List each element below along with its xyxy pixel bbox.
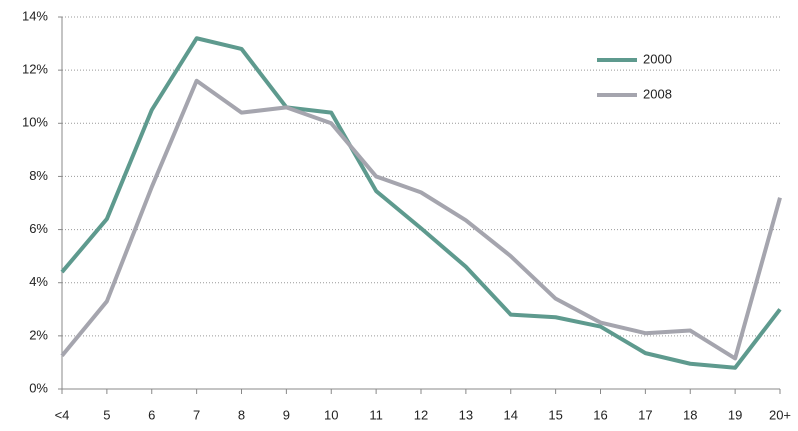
series-line	[60, 78, 782, 361]
y-tick-label: 8%	[29, 168, 48, 183]
x-tick-label: 18	[683, 407, 697, 422]
x-tick-label: 7	[193, 407, 200, 422]
legend-label: 2008	[643, 86, 672, 101]
x-tick-label: 11	[369, 407, 383, 422]
y-tick-label: 14%	[22, 8, 48, 23]
x-tick-label: 5	[103, 407, 110, 422]
y-tick-label: 0%	[29, 380, 48, 395]
x-tick-label: 17	[638, 407, 652, 422]
y-tick-label: 6%	[29, 221, 48, 236]
y-tick-label: 12%	[22, 62, 48, 77]
y-tick-label: 10%	[22, 115, 48, 130]
x-tick-label: 12	[414, 407, 428, 422]
x-tick-label: 16	[593, 407, 607, 422]
x-tick-label: 10	[324, 407, 338, 422]
x-tick-label: 8	[238, 407, 245, 422]
x-tick-label: 13	[459, 407, 473, 422]
y-tick-label: 2%	[29, 327, 48, 342]
x-tick-label: 9	[283, 407, 290, 422]
x-tick-label: 15	[548, 407, 562, 422]
x-tick-label: 6	[148, 407, 155, 422]
x-tick-label: 19	[728, 407, 742, 422]
series-line	[60, 36, 782, 370]
x-tick-label: <4	[55, 407, 70, 422]
x-tick-label: 20+	[769, 407, 791, 422]
legend-label: 2000	[643, 51, 672, 66]
x-tick-label: 14	[504, 407, 518, 422]
y-tick-label: 4%	[29, 274, 48, 289]
